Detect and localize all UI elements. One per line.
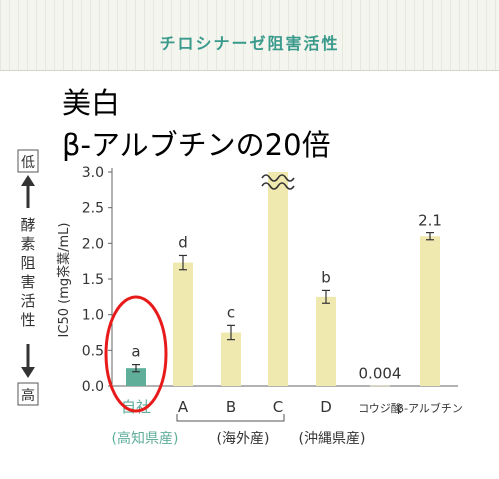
highlight-circle [104,295,168,413]
axis-break-mark [261,174,295,182]
category-label: コウジ酸 [358,401,402,415]
bar [268,172,288,386]
side-char: 害 [20,273,35,291]
y-tick-label: 2.5 [82,201,104,217]
up-arrow-icon [21,175,35,186]
data-label: 0.004 [359,365,402,383]
chart-title: チロシナーゼ阻害活性 [159,34,340,53]
data-label: 2.1 [418,212,442,230]
high-label: 高 [21,387,35,404]
bar [370,385,390,387]
y-tick-label: 1.5 [82,272,104,288]
header-band [0,0,499,71]
y-tick-label: 0.0 [82,379,104,395]
low-label: 低 [21,155,35,171]
side-char: 活 [20,292,35,310]
bar [221,332,241,386]
bar [173,262,193,386]
y-axis-label: IC50 (mg茶葉/mL) [56,223,72,338]
category-label: 自社 [121,398,151,416]
group-label: (沖縄県産) [299,431,366,447]
group-label: (高知県産) [112,430,179,447]
category-label: C [273,398,283,416]
bar [316,296,336,386]
low-box [17,149,39,173]
side-char: 素 [20,235,35,253]
side-char: 性 [20,311,35,329]
overlay-line-1: 美白 [62,86,121,120]
category-label: A [178,398,189,416]
y-tick-label: 1.0 [82,308,104,324]
y-tick-label: 3.0 [82,165,104,181]
group-label: (海外産) [217,431,270,447]
down-arrow-icon [21,367,35,378]
axis-break-mark [261,182,295,190]
category-label: B [226,398,236,416]
bar [126,368,146,386]
group-bracket [176,414,285,422]
side-char: 酵 [20,216,35,234]
overlay-line-2: β-アルブチンの20倍 [62,128,331,162]
y-tick-label: 0.5 [82,343,104,359]
significance-letter: b [321,268,331,286]
side-char: 阻 [20,254,35,272]
category-label: β-アルブチン [397,401,463,415]
high-box [17,382,39,406]
y-tick-label: 2.0 [82,236,104,252]
bar [420,236,440,386]
significance-letter: a [131,343,140,361]
significance-letter: c [227,303,235,321]
significance-letter: d [178,233,188,251]
category-label: D [320,398,332,416]
